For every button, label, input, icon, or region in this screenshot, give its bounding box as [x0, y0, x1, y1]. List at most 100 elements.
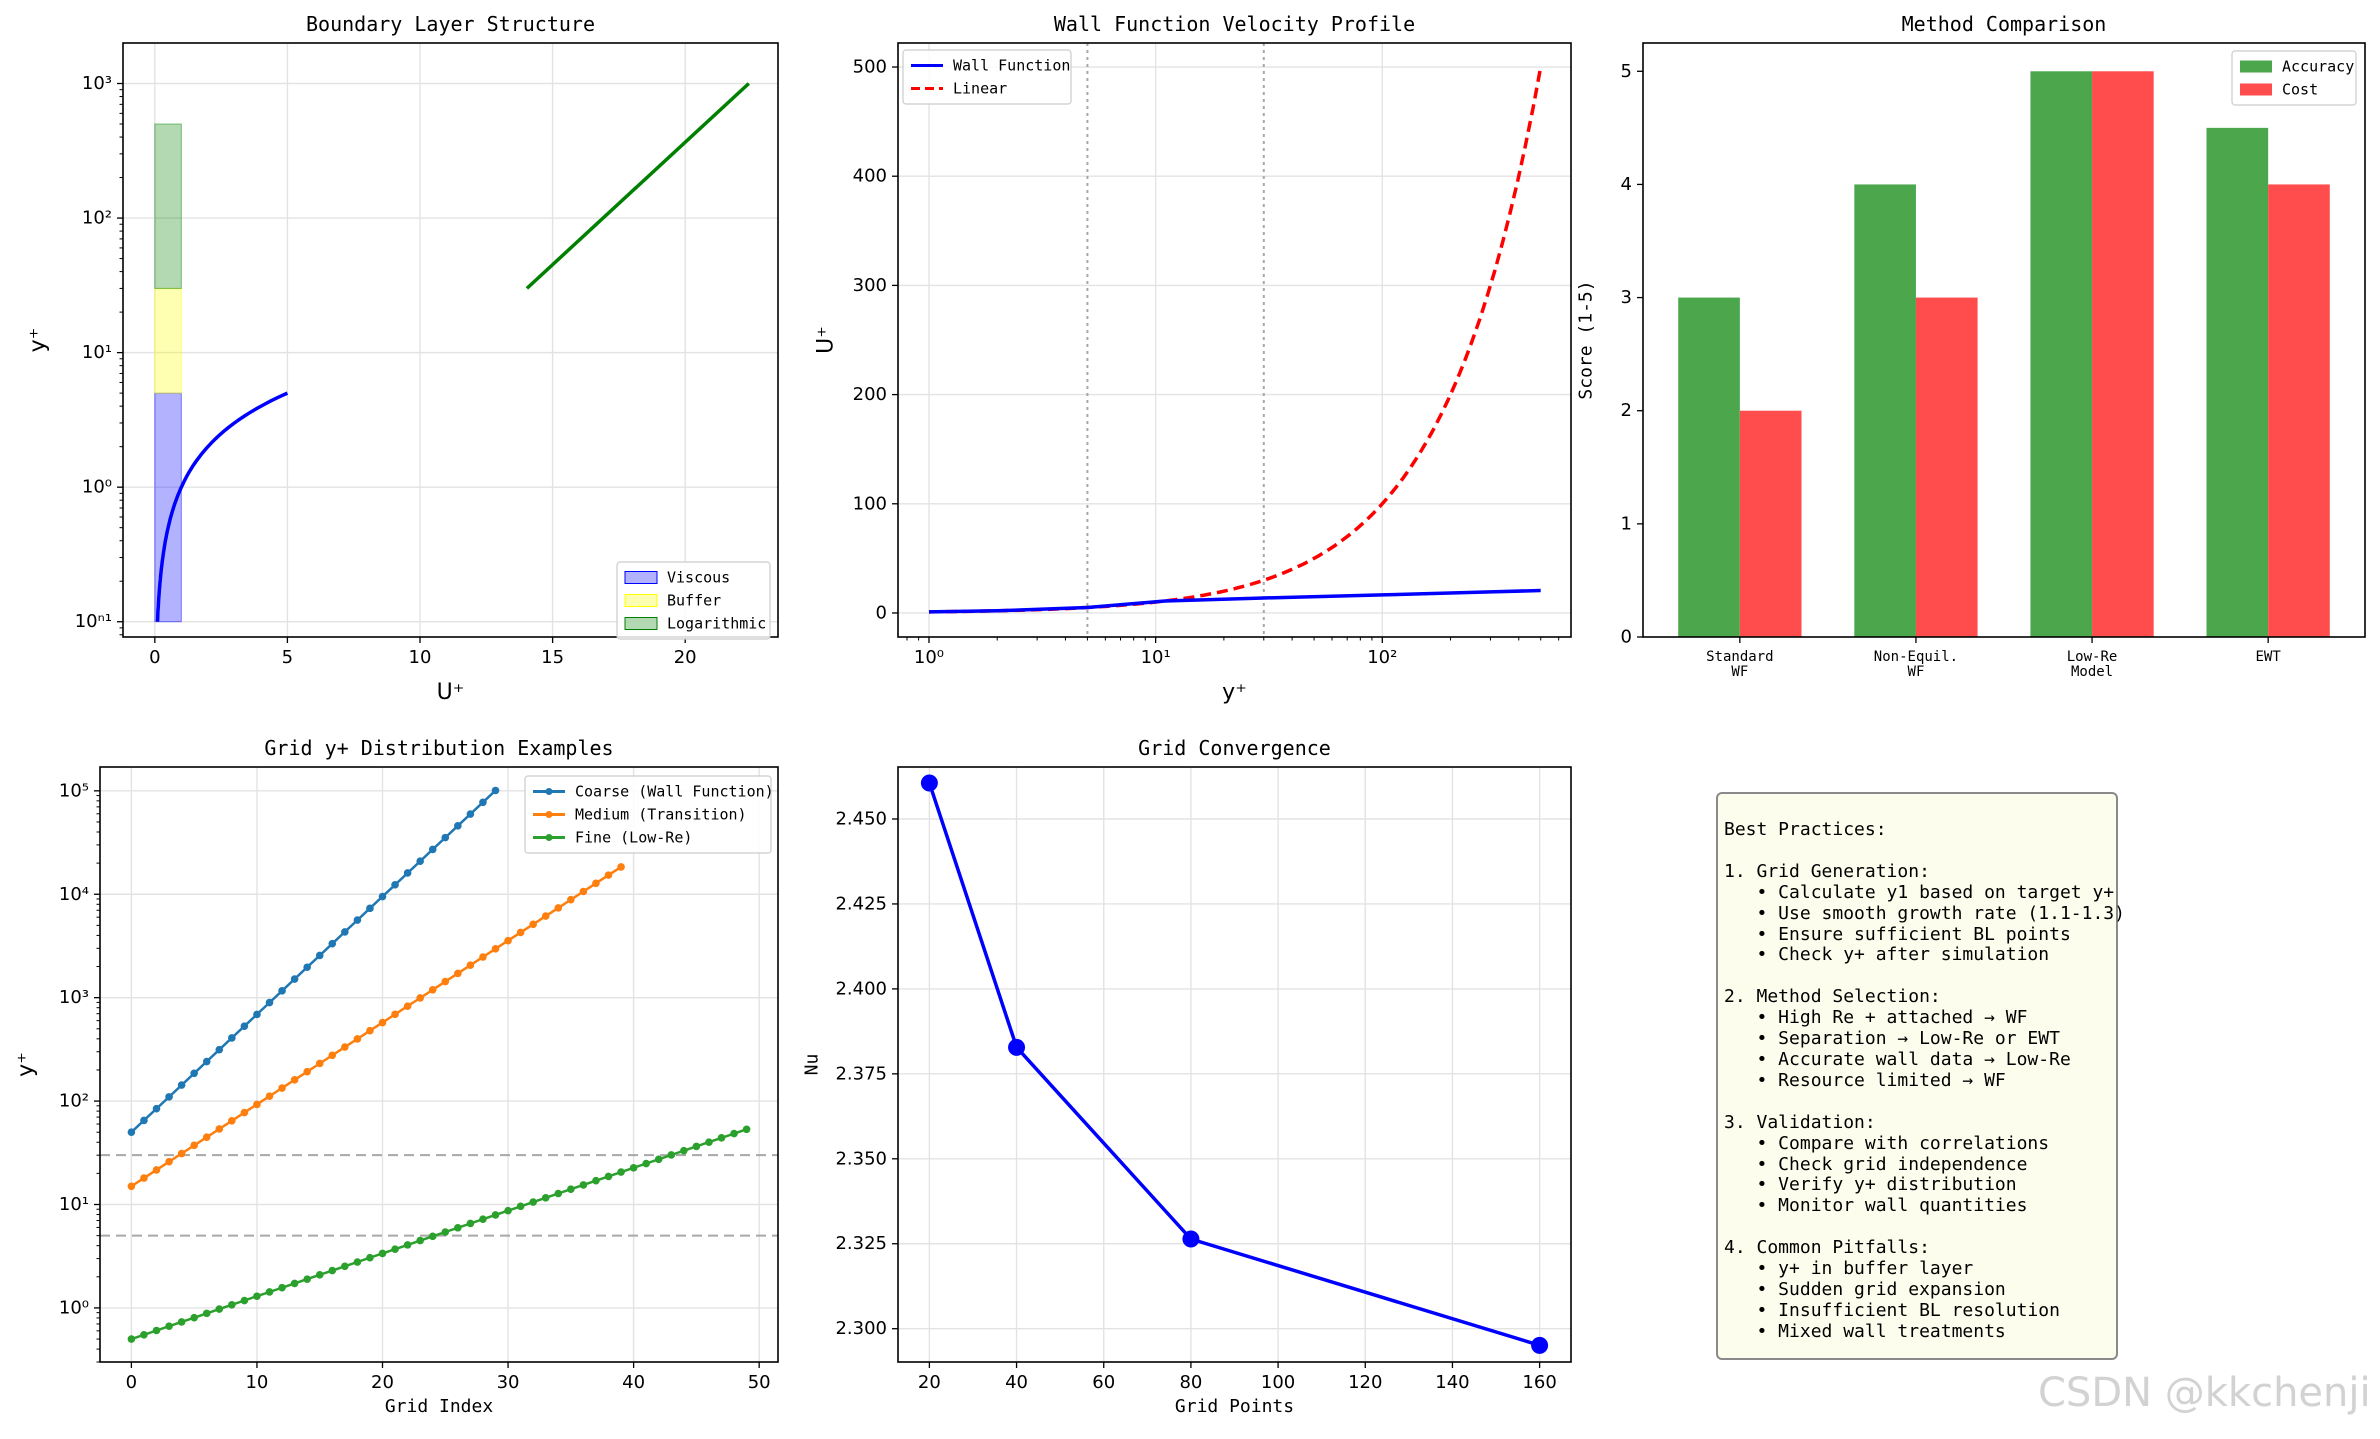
- y-tick-label: 10²: [59, 1091, 89, 1112]
- data-point: [366, 904, 374, 913]
- data-point: [240, 1022, 249, 1030]
- data-point: [366, 1253, 374, 1262]
- y-axis-label: Score (1-5): [1576, 280, 1597, 399]
- data-point: [441, 977, 450, 986]
- data-point: [428, 1232, 437, 1241]
- data-point: [353, 1258, 362, 1266]
- y-tick-label: 200: [853, 384, 887, 405]
- data-point: [190, 1141, 198, 1150]
- x-tick-label: 10: [245, 1372, 268, 1393]
- data-point: [366, 1026, 374, 1035]
- legend-label: Wall Function: [953, 57, 1070, 75]
- data-point: [253, 1292, 261, 1301]
- data-point: [378, 892, 387, 901]
- data-point: [341, 928, 349, 936]
- data-point: [140, 1116, 148, 1125]
- legend-item: Fine (Low-Re): [533, 829, 692, 847]
- data-point: [278, 1084, 286, 1092]
- y-tick-label: 10ⁿ¹: [75, 611, 112, 632]
- data-point: [529, 920, 537, 929]
- data-point: [215, 1045, 224, 1054]
- data-point: [403, 1002, 412, 1010]
- series-line: [130, 865, 622, 1188]
- viscous-curve: [155, 391, 289, 622]
- legend-item: Coarse (Wall Function): [533, 783, 774, 801]
- data-point: [554, 1189, 563, 1198]
- category-label: WF: [1731, 664, 1748, 680]
- y-axis-label: U⁺: [814, 326, 839, 354]
- axes-frame: [122, 42, 779, 638]
- data-point: [228, 1301, 236, 1309]
- data-point: [353, 916, 362, 924]
- legend-swatch: [624, 571, 658, 584]
- data-point: [567, 895, 575, 904]
- chart-grid-convergence: 20 40 60 80 100 120 140 160 2.300 2.325 2.350 2.375…: [802, 736, 1572, 1417]
- linear-curve: [928, 66, 1543, 614]
- data-point: [516, 928, 525, 937]
- legend-label: Fine (Low-Re): [575, 829, 692, 847]
- data-point: [265, 1092, 274, 1101]
- data-point: [165, 1093, 173, 1101]
- x-tick-label: 40: [1005, 1372, 1028, 1393]
- x-tick-label: 50: [748, 1372, 771, 1393]
- data-point: [140, 1174, 148, 1182]
- legend-marker: [545, 788, 553, 795]
- y-tick-label: 10²: [82, 208, 112, 229]
- x-tick-label: 5: [282, 647, 293, 668]
- bar-cost: [1739, 410, 1802, 637]
- data-point: [454, 1223, 462, 1232]
- data-point: [378, 1249, 387, 1258]
- data-point: [516, 1202, 525, 1211]
- series-line: [130, 789, 497, 1134]
- legend-item: Logarithmic: [624, 615, 766, 633]
- data-point: [190, 1313, 198, 1322]
- bar-accuracy: [2206, 127, 2269, 637]
- legend-swatch: [2240, 60, 2272, 73]
- x-tick-label: 10⁰: [914, 647, 944, 668]
- x-tick-label: 10²: [1367, 647, 1397, 668]
- y-tick-label: 2.450: [835, 808, 887, 829]
- x-tick-label: 30: [497, 1372, 520, 1393]
- data-point: [1182, 1230, 1200, 1248]
- x-tick-label: 0: [149, 647, 160, 668]
- data-point: [466, 1219, 475, 1228]
- data-point: [504, 936, 512, 945]
- data-point: [541, 1193, 550, 1202]
- y-tick-label: 10¹: [82, 342, 112, 363]
- data-point: [579, 1181, 588, 1189]
- legend-label: Coarse (Wall Function): [575, 783, 774, 801]
- y-tick-label: 300: [853, 275, 887, 296]
- category-label: Non-Equil.: [1874, 649, 1958, 665]
- chart-wall-function: 10⁰ 10¹ 10² 0 100 200 300 400 500 Wall Function V…: [814, 12, 1572, 705]
- data-point: [466, 961, 475, 969]
- data-point: [491, 1211, 500, 1219]
- x-axis-label: Grid Points: [1175, 1396, 1294, 1417]
- data-point: [1531, 1336, 1549, 1354]
- chart-title: Wall Function Velocity Profile: [1054, 12, 1415, 36]
- data-point: [454, 969, 462, 978]
- data-point: [403, 869, 412, 877]
- data-point: [692, 1142, 701, 1151]
- data-point: [253, 1100, 261, 1109]
- x-tick-label: 120: [1348, 1372, 1382, 1393]
- data-point: [303, 1275, 311, 1283]
- x-tick-label: 160: [1522, 1372, 1556, 1393]
- legend-label: Accuracy: [2282, 58, 2354, 76]
- y-tick-label: 500: [853, 57, 887, 78]
- legend-item: Linear: [911, 80, 1007, 98]
- y-tick-label: 0: [1621, 627, 1632, 648]
- data-point: [730, 1129, 738, 1138]
- y-tick-label: 1: [1621, 513, 1632, 534]
- data-point: [629, 1164, 638, 1172]
- convergence-line: [927, 782, 1541, 1347]
- chart-title: Grid Convergence: [1138, 736, 1331, 760]
- y-axis-label: y⁺: [14, 1052, 39, 1077]
- data-point: [441, 833, 450, 842]
- data-point: [416, 857, 424, 865]
- x-tick-label: 15: [541, 647, 564, 668]
- x-tick-label: 20: [371, 1372, 394, 1393]
- data-point: [215, 1305, 224, 1313]
- data-point: [202, 1133, 211, 1141]
- data-point: [290, 1076, 299, 1084]
- x-tick-label: 10: [409, 647, 432, 668]
